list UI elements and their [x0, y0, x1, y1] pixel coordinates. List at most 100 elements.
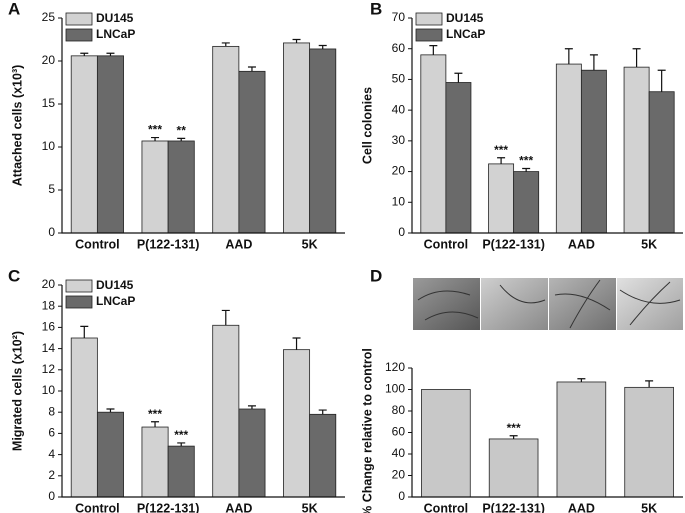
- x-tick-label: 5K: [302, 501, 318, 513]
- y-tick-label: 20: [42, 53, 56, 67]
- panel-label: D: [370, 266, 382, 285]
- y-tick-label: 10: [42, 383, 56, 397]
- error-bar: [577, 378, 586, 382]
- legend-swatch: [65, 295, 93, 309]
- cam-image: [413, 278, 480, 330]
- legend-swatch: [415, 28, 443, 42]
- bar: [212, 45, 240, 234]
- error-bar: [632, 48, 641, 68]
- bar: [555, 63, 582, 234]
- error-bar: [318, 44, 327, 49]
- y-axis-label: Attached cells (x10³): [10, 65, 24, 187]
- x-tick-label: P(122-131): [482, 237, 545, 251]
- y-tick-label: 50: [392, 72, 406, 86]
- y-axis-label: Migrated cells (x10²): [10, 331, 24, 451]
- bar: [212, 324, 240, 498]
- bar: [420, 54, 447, 234]
- y-tick-label: 0: [398, 489, 405, 503]
- significance: ***: [494, 143, 508, 157]
- x-tick-label: 5K: [302, 237, 318, 251]
- bar: [623, 66, 650, 234]
- error-bar: [292, 337, 301, 350]
- y-tick-label: 12: [42, 362, 56, 376]
- y-tick-label: 70: [392, 10, 406, 24]
- y-tick-label: 18: [42, 298, 56, 312]
- y-tick-label: 8: [48, 404, 55, 418]
- error-bar: [522, 167, 531, 172]
- bar: [70, 55, 98, 234]
- panel-label: A: [8, 0, 20, 18]
- y-tick-label: 0: [48, 225, 55, 239]
- legend-swatch: [65, 12, 93, 26]
- cam-image: [481, 278, 548, 330]
- error-bar: [292, 38, 301, 43]
- y-tick-label: 10: [42, 139, 56, 153]
- legend-label: LNCaP: [446, 27, 485, 41]
- bar: [283, 42, 311, 234]
- y-tick-label: 60: [392, 425, 406, 439]
- y-tick-label: 5: [48, 182, 55, 196]
- y-tick-label: 120: [385, 360, 405, 374]
- bar: [96, 55, 124, 234]
- x-tick-label: 5K: [641, 237, 657, 251]
- error-bar: [454, 72, 463, 83]
- y-tick-label: 2: [48, 468, 55, 482]
- error-bar: [657, 69, 666, 92]
- y-tick-label: 30: [392, 133, 406, 147]
- y-tick-label: 16: [42, 320, 56, 334]
- legend-swatch: [65, 28, 93, 42]
- error-bar: [177, 442, 186, 447]
- x-tick-label: AAD: [568, 237, 595, 251]
- y-tick-label: 40: [392, 446, 406, 460]
- y-tick-label: 6: [48, 426, 55, 440]
- y-tick-label: 20: [392, 164, 406, 178]
- cam-image: [617, 278, 683, 330]
- cam-image: [549, 278, 616, 330]
- x-tick-label: P(122-131): [482, 501, 545, 513]
- bar: [141, 426, 169, 498]
- x-tick-label: AAD: [225, 237, 252, 251]
- x-tick-label: P(122-131): [137, 237, 200, 251]
- x-tick-label: P(122-131): [137, 501, 200, 513]
- bar: [167, 445, 195, 498]
- legend-swatch: [415, 12, 443, 26]
- error-bar: [497, 157, 506, 164]
- error-bar: [429, 45, 438, 55]
- vessels: [417, 279, 681, 329]
- x-tick-label: Control: [424, 237, 468, 251]
- bar: [70, 337, 98, 498]
- y-tick-label: 100: [385, 382, 405, 396]
- bar: [556, 381, 607, 498]
- bar: [167, 140, 195, 234]
- y-axis-label: Cell colonies: [360, 87, 374, 164]
- bar: [421, 389, 471, 498]
- error-bar: [80, 325, 89, 338]
- bar: [513, 171, 540, 234]
- error-bar: [564, 48, 573, 65]
- significance: ***: [519, 154, 533, 168]
- panel-label: C: [8, 266, 20, 285]
- y-tick-label: 14: [42, 341, 56, 355]
- y-tick-label: 25: [42, 10, 56, 24]
- error-bar: [247, 405, 256, 410]
- error-bar: [318, 409, 327, 415]
- error-bar: [177, 137, 186, 141]
- bar: [238, 408, 266, 498]
- bar: [96, 411, 124, 498]
- x-tick-label: Control: [424, 501, 468, 513]
- error-bar: [106, 408, 115, 413]
- significance: ***: [507, 421, 521, 435]
- legend-label: DU145: [96, 278, 134, 292]
- axes: [411, 18, 683, 234]
- cam-images: [413, 278, 683, 330]
- legend-swatch: [65, 279, 93, 293]
- x-tick-label: Control: [75, 501, 119, 513]
- x-tick-label: 5K: [641, 501, 657, 513]
- bar: [309, 48, 337, 234]
- significance: **: [177, 124, 187, 138]
- legend-label: DU145: [446, 11, 484, 25]
- error-bar: [151, 421, 160, 428]
- bar: [283, 349, 311, 498]
- y-tick-label: 20: [42, 277, 56, 291]
